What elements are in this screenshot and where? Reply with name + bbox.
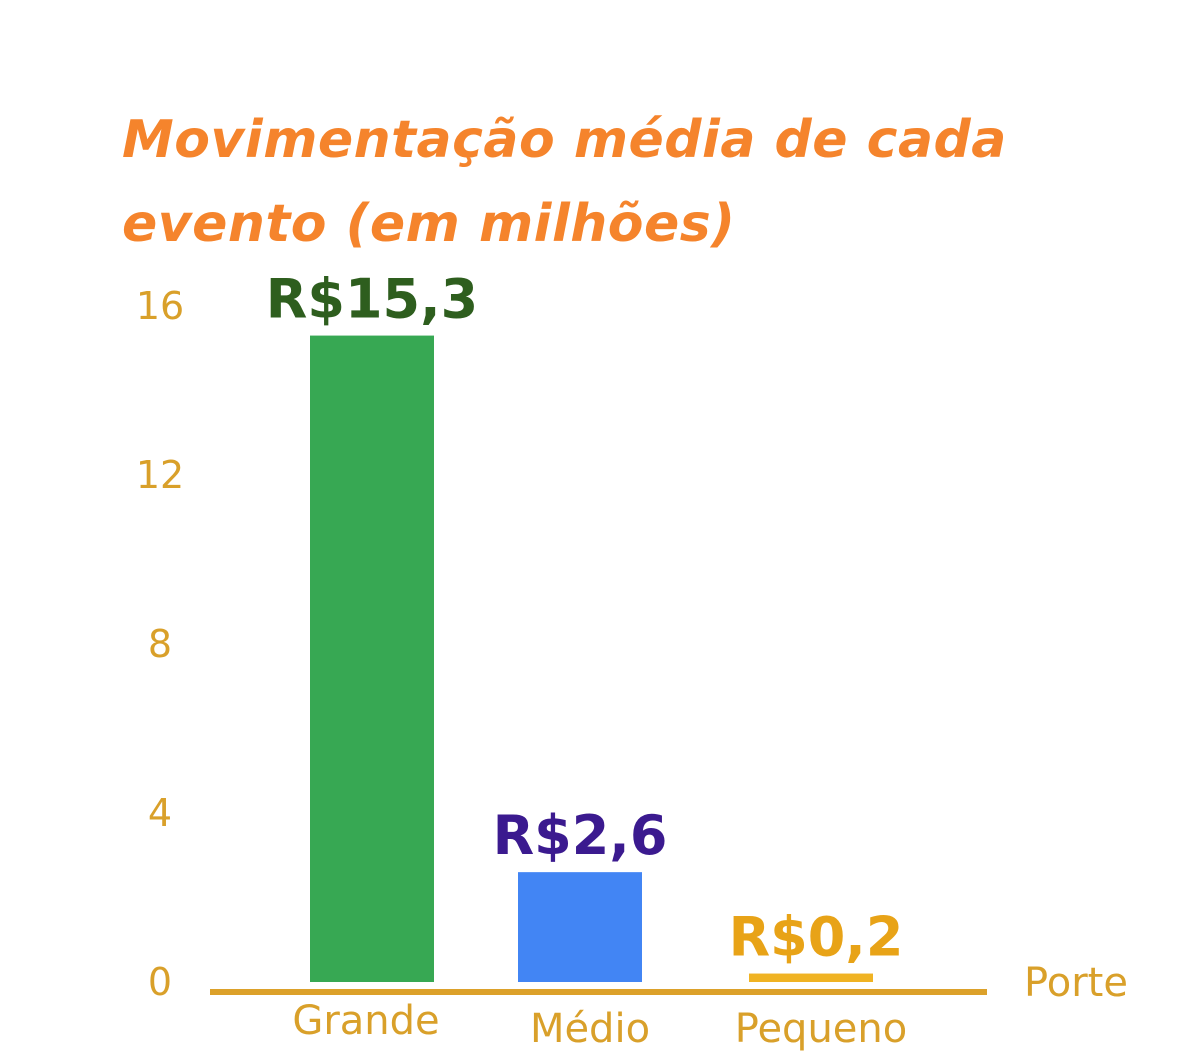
y-tick-label: 16 xyxy=(136,284,184,328)
value-labels: R$15,3 R$2,6 R$0,2 xyxy=(266,268,904,969)
category-labels: Grande Médio Pequeno xyxy=(292,998,907,1052)
bar-grande xyxy=(310,335,434,982)
y-tick-label: 8 xyxy=(148,622,172,666)
value-label-grande: R$15,3 xyxy=(266,268,478,331)
value-label-médio: R$2,6 xyxy=(493,804,668,867)
value-label-pequeno: R$0,2 xyxy=(729,906,904,969)
category-label: Pequeno xyxy=(735,1006,907,1052)
chart-title: Movimentação média de cada evento (em mi… xyxy=(122,110,1007,254)
bars xyxy=(310,335,873,982)
y-axis-ticks: 0 4 8 12 16 xyxy=(136,284,184,1004)
bar-pequeno xyxy=(749,973,873,982)
bar-médio xyxy=(518,872,642,982)
category-label: Grande xyxy=(292,998,439,1044)
category-label: Médio xyxy=(530,1006,650,1052)
y-tick-label: 12 xyxy=(136,453,184,497)
x-axis-title: Porte xyxy=(1024,960,1128,1006)
y-tick-label: 4 xyxy=(148,791,172,835)
y-tick-label: 0 xyxy=(148,960,172,1004)
